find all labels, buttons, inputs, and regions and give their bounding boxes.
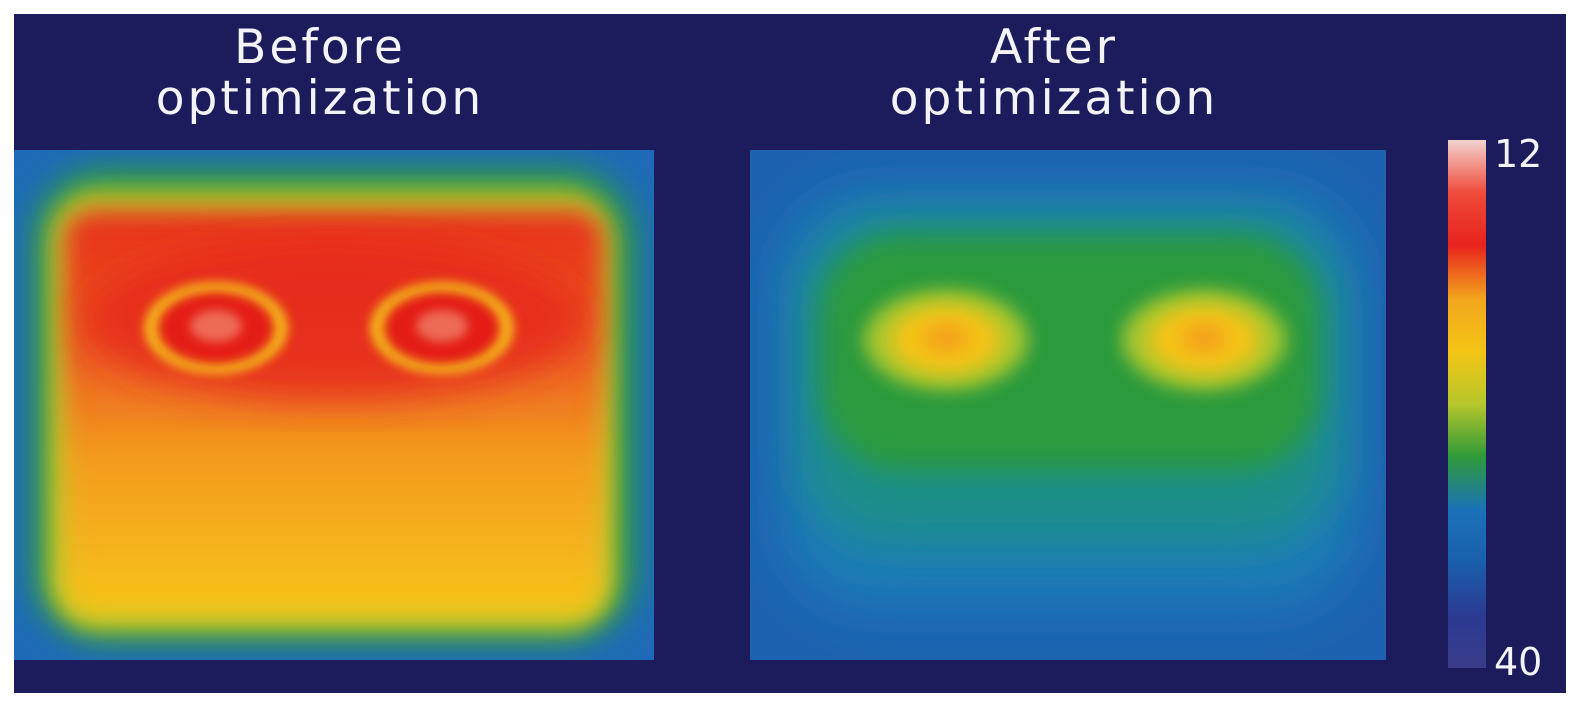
before-thermal-image [14, 150, 654, 660]
after-panel-title: After optimization [736, 22, 1372, 124]
before-panel-title: Before optimization [14, 22, 626, 124]
colorbar-max-label: 12 [1494, 132, 1543, 176]
before-thermal-map [14, 150, 654, 660]
thermal-comparison-figure: Before optimization After optimization [14, 14, 1566, 693]
temperature-colorbar [1448, 140, 1486, 668]
before-title-line2: optimization [155, 71, 485, 126]
after-title-line2: optimization [889, 71, 1219, 126]
after-thermal-map [750, 150, 1386, 660]
before-title-line1: Before [234, 20, 406, 75]
after-thermal-image [750, 150, 1386, 660]
after-title-line1: After [990, 20, 1118, 75]
colorbar-min-label: 40 [1494, 640, 1543, 684]
